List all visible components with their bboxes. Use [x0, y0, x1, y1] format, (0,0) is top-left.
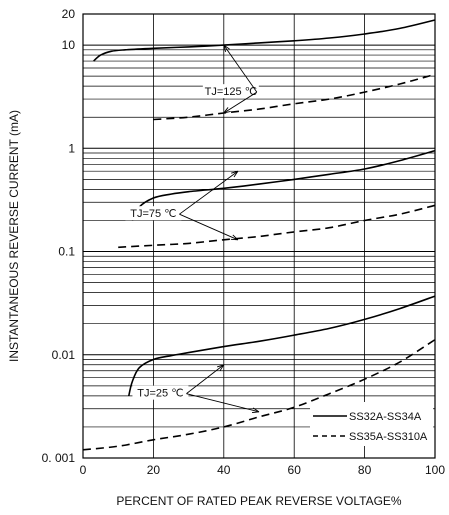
y-tick-label: 0.1	[58, 245, 75, 259]
x-tick-label: 0	[80, 463, 87, 477]
callout-arrowhead	[230, 234, 239, 241]
x-axis-title: PERCENT OF RATED PEAK REVERSE VOLTAGE%	[116, 494, 402, 508]
legend-box	[310, 402, 433, 446]
callout-label: TJ=75 ℃	[130, 208, 176, 220]
x-tick-label: 80	[358, 463, 372, 477]
y-axis-title: INSTANTANEOUS REVERSE CURRENT (mA)	[7, 110, 21, 362]
series-line-dashed	[118, 204, 436, 249]
series-line-solid	[128, 295, 436, 396]
callout-label-bg	[202, 84, 259, 99]
callout-label: TJ=25 ℃	[137, 388, 183, 400]
plot-frame	[82, 13, 436, 459]
callout-arrow	[186, 393, 260, 413]
callout-label-bg	[132, 385, 189, 400]
tick-layer: 0 20 40 60 80 100 0. 001 0.01 0.1 1 10 20	[42, 7, 446, 477]
callout-label: TJ=125 ℃	[205, 86, 257, 98]
callout-arrow	[223, 44, 258, 93]
legend-layer: SS32A-SS34A SS35A-SS310A	[310, 402, 433, 446]
series-layer	[82, 19, 436, 451]
callout-arrowhead	[231, 170, 239, 178]
x-tick-label: 20	[147, 463, 161, 477]
callout-arrow	[223, 91, 258, 114]
y-tick-label: 0. 001	[42, 451, 76, 465]
callout-arrowhead	[216, 364, 225, 371]
callout-arrowhead	[251, 407, 260, 414]
callout-arrow	[179, 213, 239, 241]
series-line-dashed	[153, 73, 436, 121]
x-tick-label: 100	[425, 463, 445, 477]
x-tick-label: 40	[217, 463, 231, 477]
series-line-solid	[131, 149, 436, 221]
legend-label: SS35A-SS310A	[349, 431, 428, 443]
y-tick-label: 20	[62, 7, 76, 21]
legend-label: SS32A-SS34A	[349, 411, 422, 423]
x-tick-label: 60	[288, 463, 302, 477]
y-tick-label: 0.01	[52, 348, 76, 362]
series-line-dashed	[82, 339, 436, 451]
y-tick-label: 1	[68, 141, 75, 155]
callout-arrowhead	[223, 44, 230, 52]
annotation-layer: TJ=125 ℃ TJ=75 ℃ TJ=25 ℃	[125, 44, 260, 414]
callout-label-bg	[125, 206, 182, 221]
callout-arrowhead	[223, 107, 231, 114]
callout-arrow	[179, 170, 239, 215]
callout-arrow	[186, 364, 225, 395]
y-tick-label: 10	[62, 38, 76, 52]
